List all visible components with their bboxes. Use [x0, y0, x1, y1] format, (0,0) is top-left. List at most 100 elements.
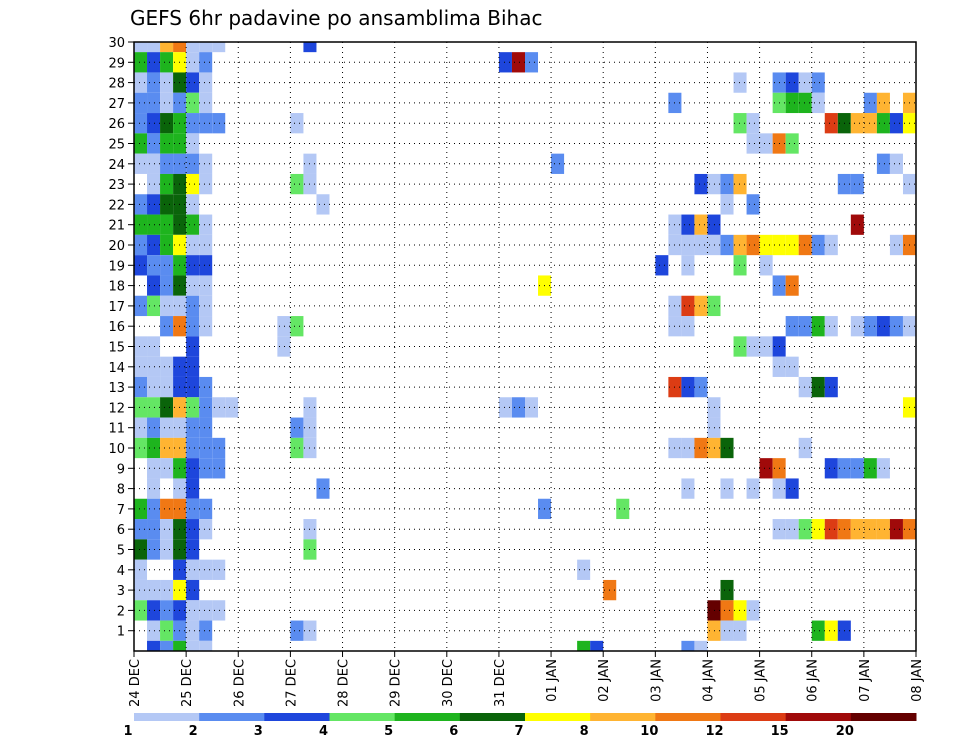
heatmap-cell — [160, 437, 174, 459]
heatmap-cell — [290, 437, 304, 459]
heatmap-cell — [798, 519, 812, 540]
heatmap-cell — [199, 519, 213, 540]
heatmap-cell — [681, 316, 695, 337]
y-tick-label: 21 — [108, 219, 125, 234]
y-tick-label: 16 — [108, 320, 125, 335]
heatmap-cell — [707, 295, 721, 317]
heatmap-cell — [863, 316, 877, 337]
heatmap-cell — [147, 52, 161, 73]
heatmap-cell — [134, 42, 148, 53]
heatmap-cell — [160, 72, 174, 93]
heatmap-cell — [876, 153, 890, 174]
heatmap-cell — [147, 600, 161, 621]
heatmap-cell — [160, 458, 174, 479]
x-tick-label: 02 JAN — [597, 659, 612, 702]
heatmap-cell — [134, 113, 148, 134]
heatmap-cell — [577, 640, 591, 651]
heatmap-cell — [186, 316, 200, 337]
heatmap-cell — [785, 478, 799, 499]
heatmap-cell — [186, 356, 200, 377]
heatmap-cell — [707, 437, 721, 459]
heatmap-cell — [199, 620, 213, 641]
heatmap-cell — [811, 519, 825, 540]
heatmap-cell — [147, 153, 161, 174]
heatmap-cell — [160, 52, 174, 73]
heatmap-cell — [889, 234, 903, 256]
heatmap-cell — [160, 234, 174, 256]
colorbar-label: 3 — [254, 724, 263, 739]
heatmap-cell — [147, 478, 161, 499]
heatmap-cell — [889, 113, 903, 134]
heatmap-cell — [134, 417, 148, 438]
x-tick-label: 04 JAN — [701, 659, 716, 702]
y-tick-label: 9 — [117, 462, 125, 477]
heatmap-cell — [199, 417, 213, 438]
heatmap-cell — [186, 214, 200, 235]
heatmap-cell — [147, 295, 161, 317]
heatmap-cell — [134, 356, 148, 377]
heatmap-cell — [134, 539, 148, 560]
heatmap-cell — [798, 234, 812, 256]
heatmap-cell — [290, 316, 304, 337]
y-tick-label: 30 — [108, 36, 125, 51]
heatmap-cell — [551, 153, 565, 174]
heatmap-cell — [889, 316, 903, 337]
heatmap-cell — [160, 519, 174, 540]
heatmap-cell — [811, 72, 825, 93]
y-tick-label: 2 — [117, 604, 125, 619]
heatmap-cell — [850, 214, 864, 235]
y-tick-label: 25 — [108, 138, 125, 153]
heatmap-cell — [785, 133, 799, 154]
colorbar-label: 5 — [384, 724, 393, 739]
y-tick-label: 28 — [108, 77, 125, 92]
heatmap-cell — [160, 275, 174, 296]
heatmap-cell — [147, 214, 161, 235]
heatmap-cell — [199, 113, 213, 134]
heatmap-cell — [134, 559, 148, 580]
heatmap-cell — [134, 519, 148, 540]
heatmap-cell — [147, 42, 161, 53]
heatmap-cell — [720, 579, 734, 601]
heatmap-cell — [199, 498, 213, 520]
heatmap-cell — [290, 620, 304, 641]
heatmap-cell — [707, 173, 721, 195]
heatmap-cell — [186, 234, 200, 256]
heatmap-cell — [199, 173, 213, 195]
heatmap-cell — [707, 600, 721, 621]
heatmap-cell — [186, 417, 200, 438]
heatmap-cell — [147, 397, 161, 418]
heatmap-cell — [186, 72, 200, 93]
heatmap-cell — [876, 458, 890, 479]
heatmap-cell — [147, 72, 161, 93]
heatmap-cell — [160, 640, 174, 651]
heatmap-cell — [811, 316, 825, 337]
heatmap-cell — [498, 52, 512, 73]
heatmap-cell — [746, 478, 760, 499]
heatmap-cell — [147, 437, 161, 459]
x-tick-label: 08 JAN — [910, 659, 925, 702]
y-tick-label: 7 — [117, 503, 125, 518]
colorbar-swatch — [785, 713, 852, 721]
heatmap-cell — [134, 133, 148, 154]
y-tick-label: 5 — [117, 544, 125, 559]
heatmap-cell — [147, 458, 161, 479]
heatmap-cell — [134, 72, 148, 93]
colorbar-label: 8 — [580, 724, 589, 739]
heatmap-cell — [199, 640, 213, 651]
heatmap-cell — [199, 92, 213, 114]
heatmap-cell — [160, 295, 174, 317]
heatmap-cell — [160, 255, 174, 276]
heatmap-cell — [303, 42, 317, 53]
heatmap-cell — [147, 255, 161, 276]
heatmap-cell — [186, 153, 200, 174]
heatmap-cell — [134, 92, 148, 114]
x-tick-label: 24 DEC — [128, 659, 143, 707]
heatmap-cell — [798, 72, 812, 93]
colorbar-swatch — [264, 713, 330, 721]
heatmap-cell — [147, 539, 161, 560]
heatmap-cell — [850, 173, 864, 195]
x-tick-label: 07 JAN — [858, 659, 873, 702]
x-tick-label: 26 DEC — [232, 659, 247, 707]
heatmap-cell — [160, 397, 174, 418]
heatmap-cell — [746, 234, 760, 256]
